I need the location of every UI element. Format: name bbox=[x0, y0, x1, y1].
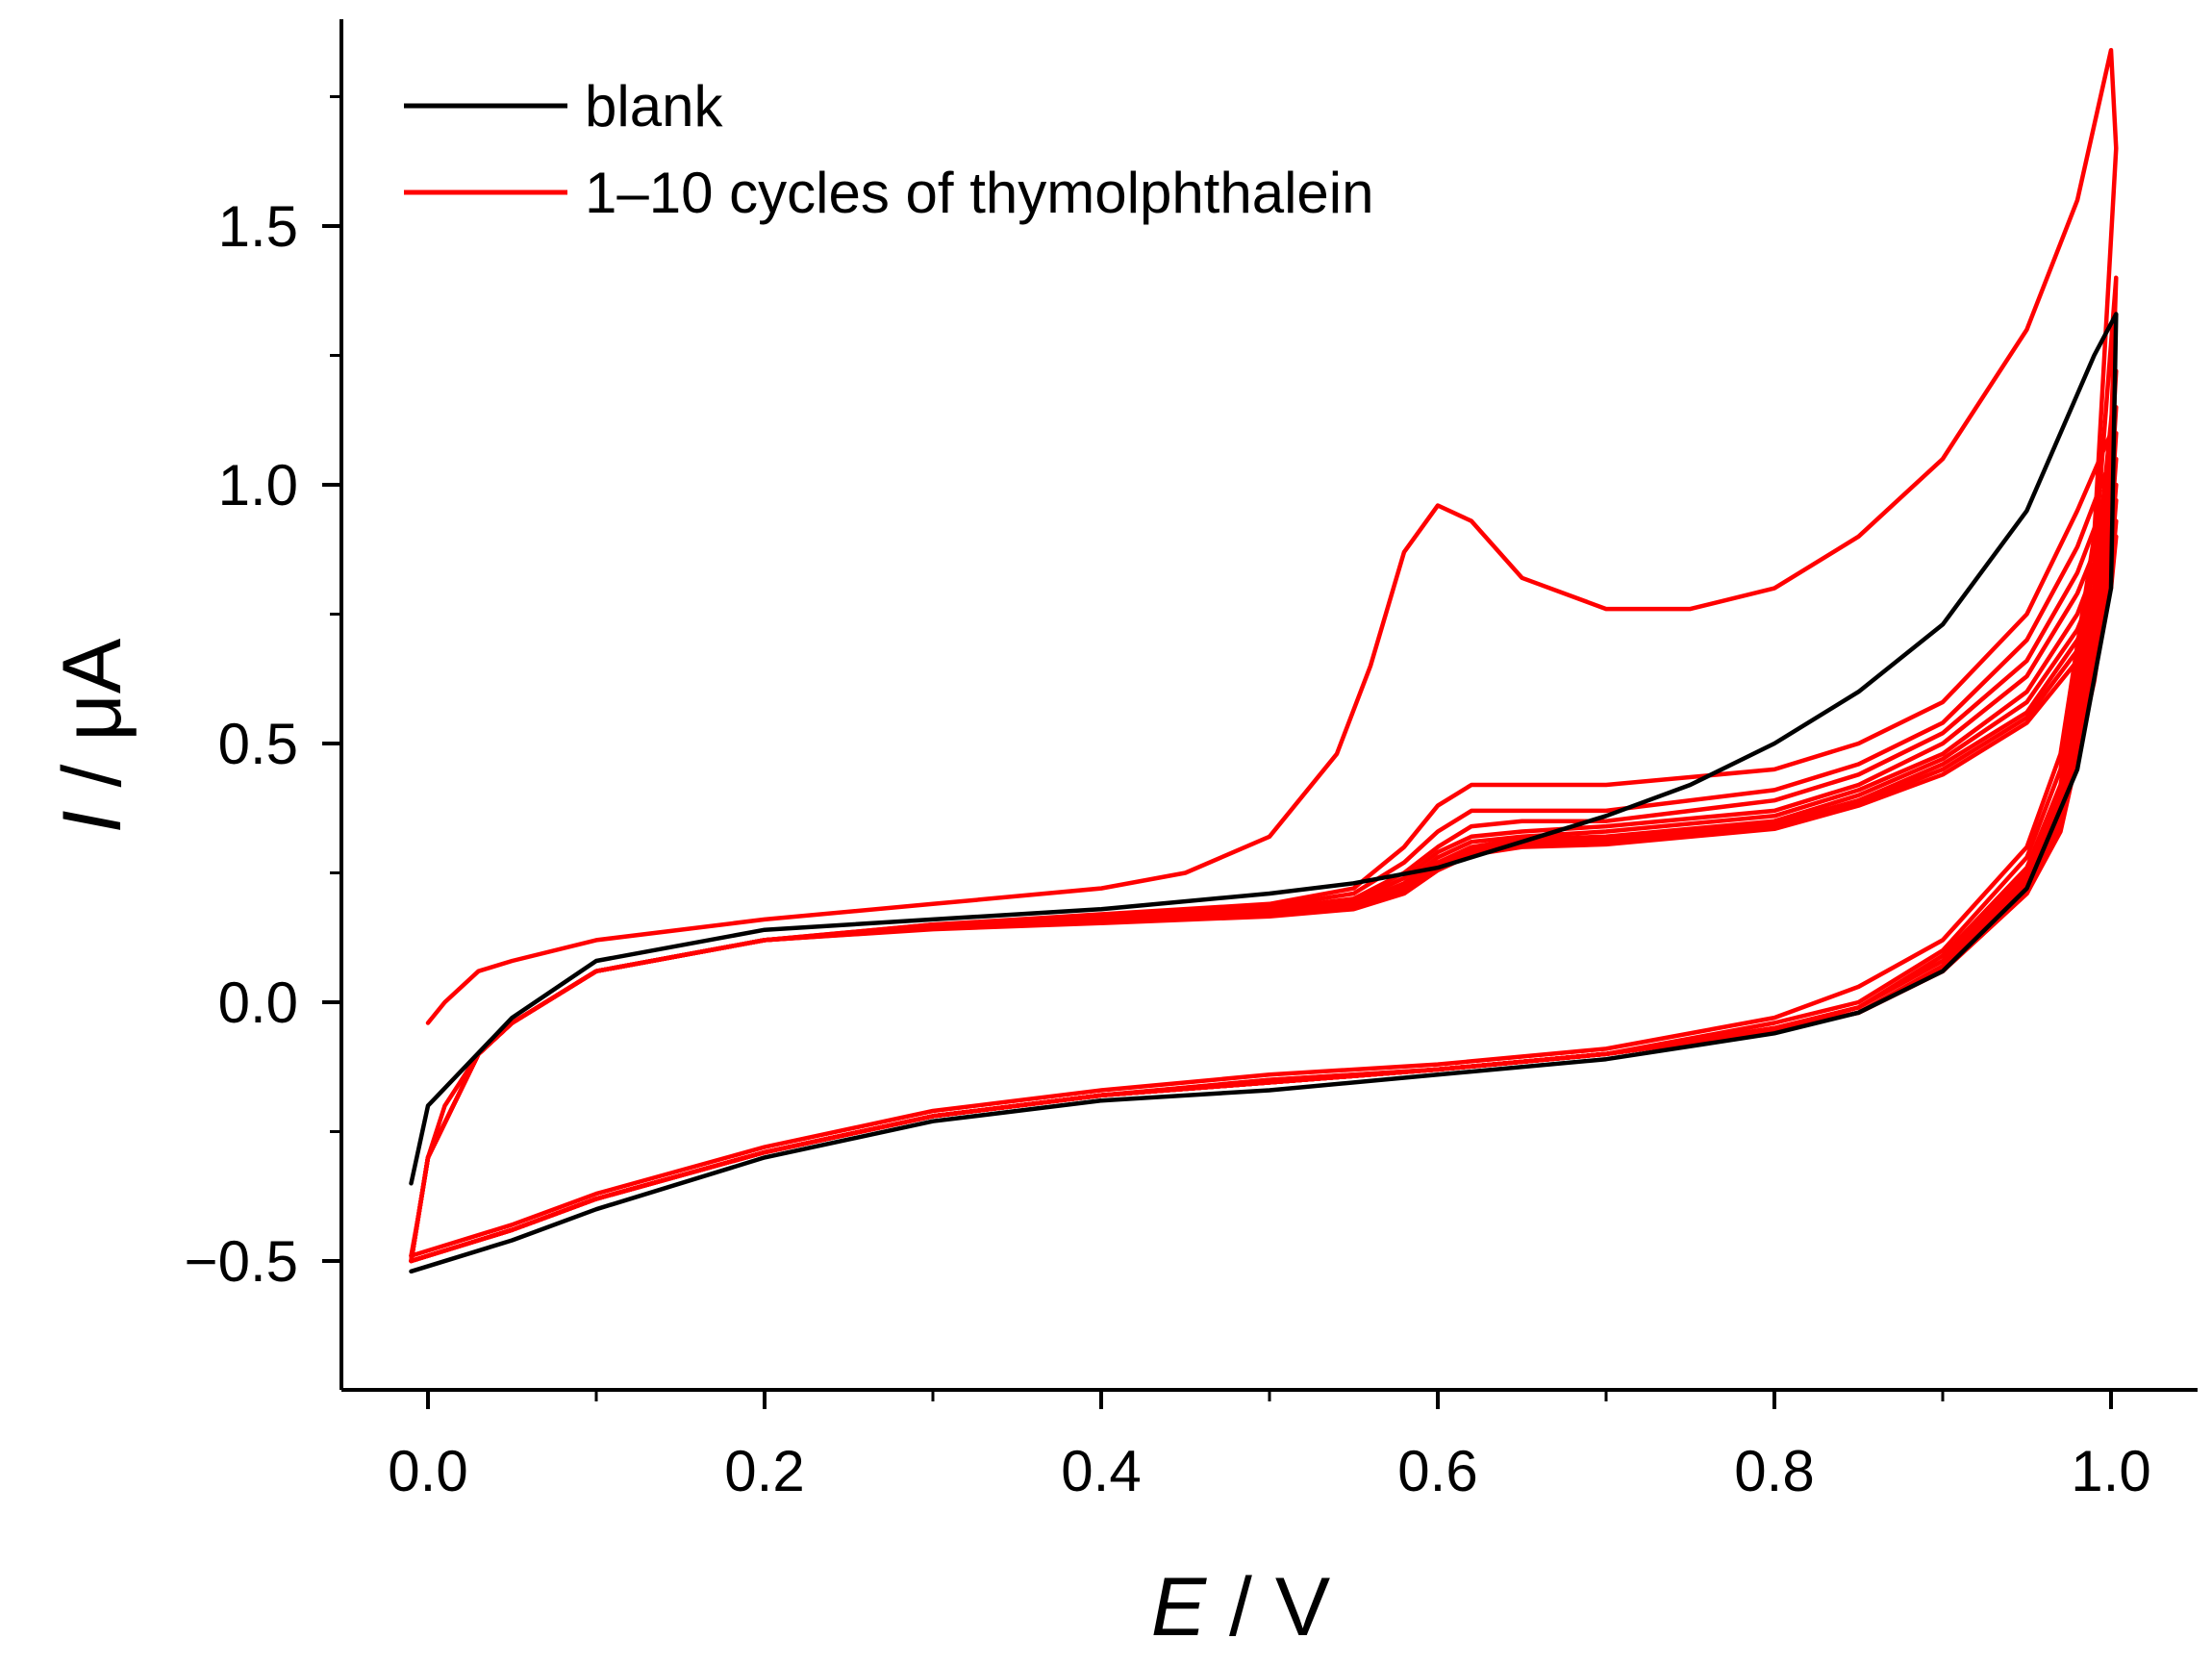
x-axis-symbol: E bbox=[1151, 1561, 1208, 1653]
thymolphthalein-cycle-6-line bbox=[409, 456, 2119, 1264]
thymolphthalein-cycle-9-line bbox=[409, 518, 2119, 1264]
x-tick-label: 0.0 bbox=[388, 1439, 467, 1503]
thymolphthalein-cycle-1-line bbox=[409, 47, 2119, 1258]
thymolphthalein-cycle-8-line bbox=[409, 497, 2119, 1264]
y-axis-ticks: −0.5 0.0 0.5 1.0 1.5 bbox=[185, 95, 341, 1294]
x-tick-label: 1.0 bbox=[2071, 1439, 2150, 1503]
x-axis-ticks: 0.0 0.2 0.4 0.6 0.8 1.0 bbox=[388, 1390, 2151, 1503]
x-tick-label: 0.2 bbox=[724, 1439, 804, 1503]
y-axis-title: I / μA bbox=[46, 638, 138, 833]
blank-series-line bbox=[409, 312, 2119, 1274]
legend-label-thymolphthalein: 1–10 cycles of thymolphthalein bbox=[585, 161, 1374, 225]
y-tick-label: 0.0 bbox=[218, 971, 298, 1035]
y-axis-unit: / μA bbox=[46, 638, 138, 810]
thymolphthalein-cycle-10-line bbox=[409, 534, 2119, 1264]
y-axis-symbol: I bbox=[46, 810, 138, 833]
thymolphthalein-cycle-3-line bbox=[409, 368, 2119, 1264]
y-tick-label: 1.5 bbox=[218, 194, 298, 259]
x-axis-title: E / V bbox=[1151, 1561, 1330, 1653]
y-tick-label: 1.0 bbox=[218, 453, 298, 517]
legend: blank 1–10 cycles of thymolphthalein bbox=[404, 74, 1374, 225]
x-tick-label: 0.4 bbox=[1061, 1439, 1141, 1503]
x-tick-label: 0.8 bbox=[1734, 1439, 1814, 1503]
y-tick-label: 0.5 bbox=[218, 712, 298, 776]
thymolphthalein-cycle-2-line bbox=[409, 275, 2119, 1264]
thymolphthalein-cycle-7-line bbox=[409, 482, 2119, 1264]
x-axis-unit: / V bbox=[1206, 1561, 1330, 1653]
plot-area bbox=[409, 47, 2119, 1274]
legend-label-blank: blank bbox=[585, 74, 723, 139]
y-tick-label: −0.5 bbox=[185, 1229, 298, 1294]
thymolphthalein-cycle-5-line bbox=[409, 430, 2119, 1264]
x-tick-label: 0.6 bbox=[1397, 1439, 1477, 1503]
